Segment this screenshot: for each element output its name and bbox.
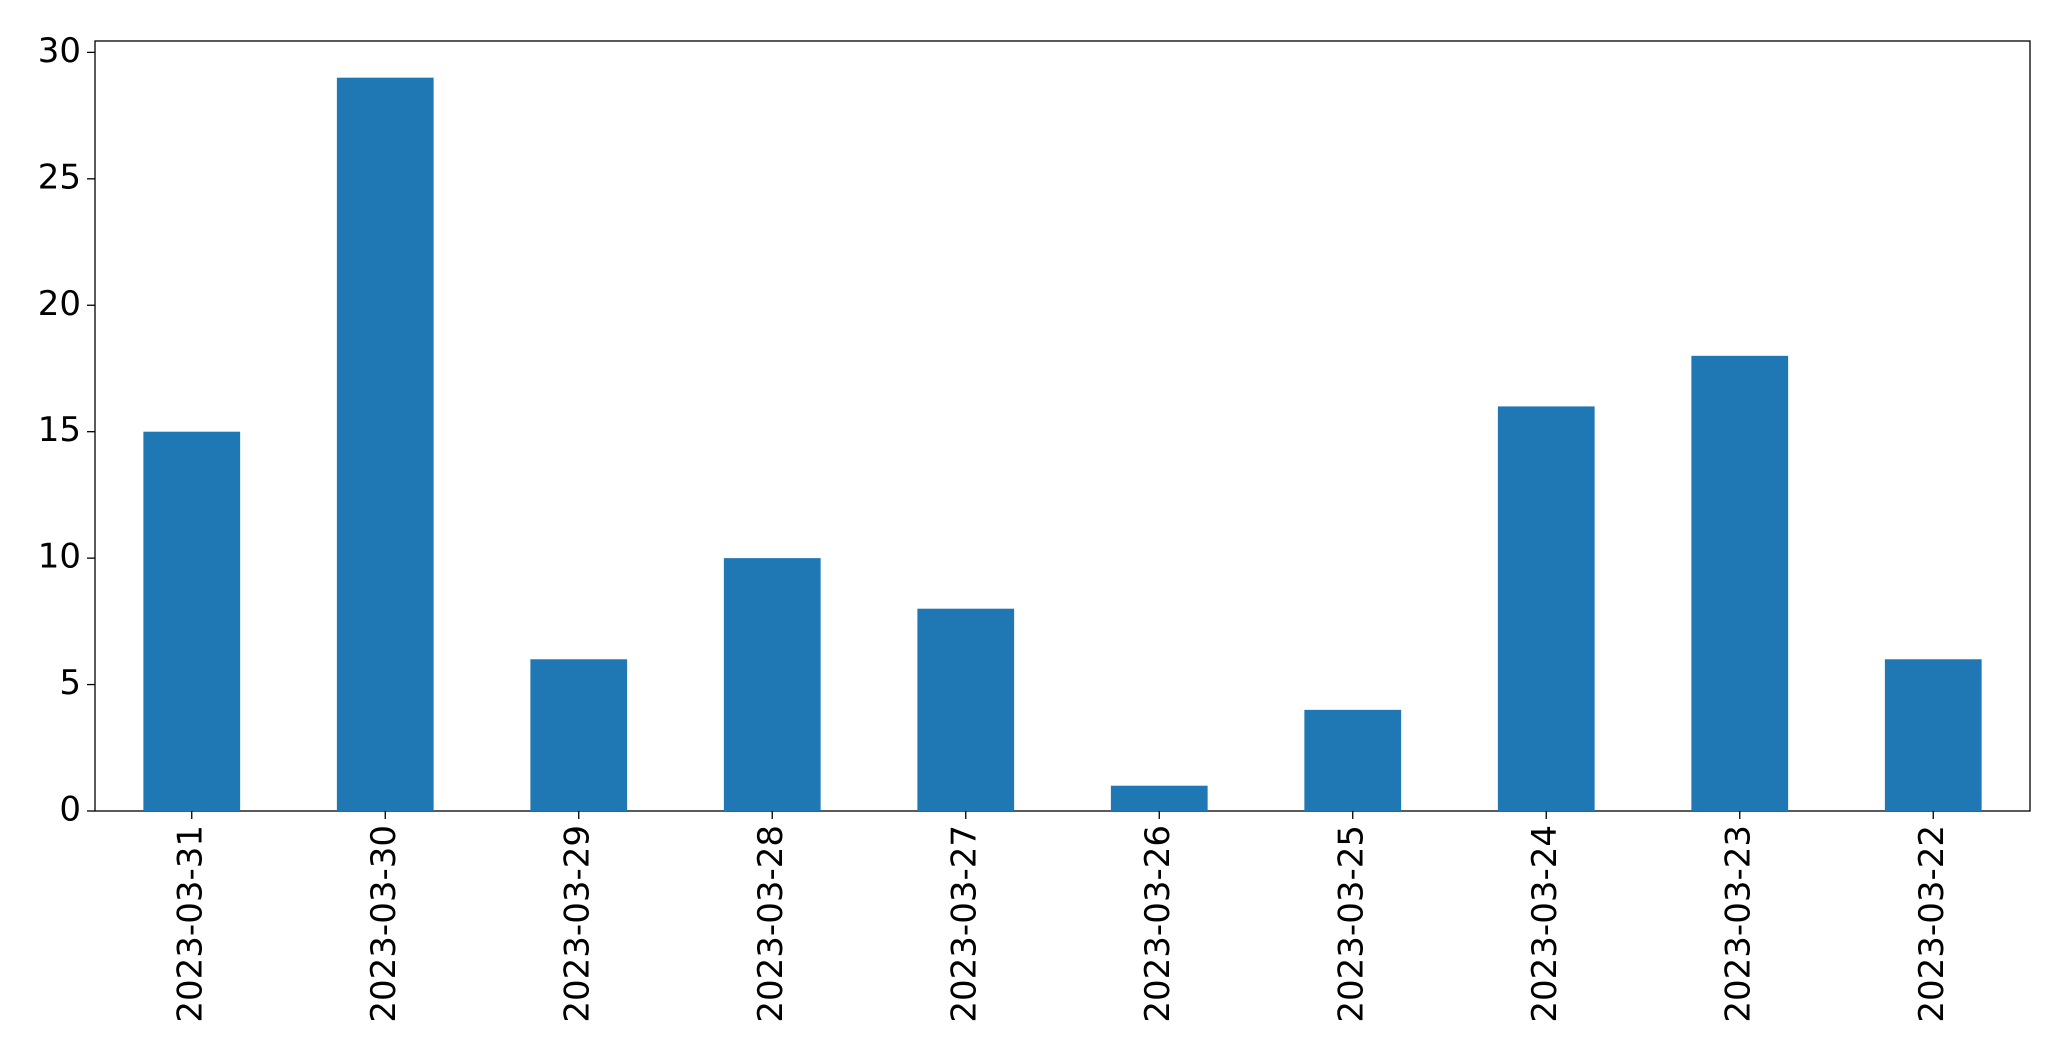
x-tick-label: 2023-03-23: [1718, 825, 1758, 1023]
bar: [143, 431, 241, 811]
x-tick-label: 2023-03-31: [170, 825, 210, 1023]
bar: [530, 659, 628, 811]
y-tick-label: 30: [38, 31, 81, 71]
bar: [1304, 709, 1402, 811]
x-tick-label: 2023-03-24: [1525, 825, 1565, 1023]
bar: [1691, 355, 1789, 811]
y-tick-label: 15: [38, 410, 81, 450]
x-tick-label: 2023-03-29: [557, 825, 597, 1023]
y-tick-label: 0: [59, 790, 81, 830]
plot-frame: [94, 40, 2031, 812]
bar: [1884, 659, 1982, 811]
bar: [1497, 406, 1595, 811]
bar: [723, 558, 821, 811]
bar: [917, 608, 1015, 811]
y-tick-label: 5: [59, 663, 81, 703]
bar: [1110, 785, 1208, 811]
x-tick-label: 2023-03-27: [944, 825, 984, 1023]
y-tick-label: 25: [38, 157, 81, 197]
bar: [336, 77, 434, 811]
x-tick-label: 2023-03-25: [1331, 825, 1371, 1023]
y-tick-label: 10: [38, 537, 81, 577]
x-tick-label: 2023-03-30: [364, 825, 404, 1023]
x-tick-label: 2023-03-22: [1912, 825, 1952, 1023]
y-tick-label: 20: [38, 284, 81, 324]
x-tick-label: 2023-03-26: [1138, 825, 1178, 1023]
x-tick-label: 2023-03-28: [751, 825, 791, 1023]
